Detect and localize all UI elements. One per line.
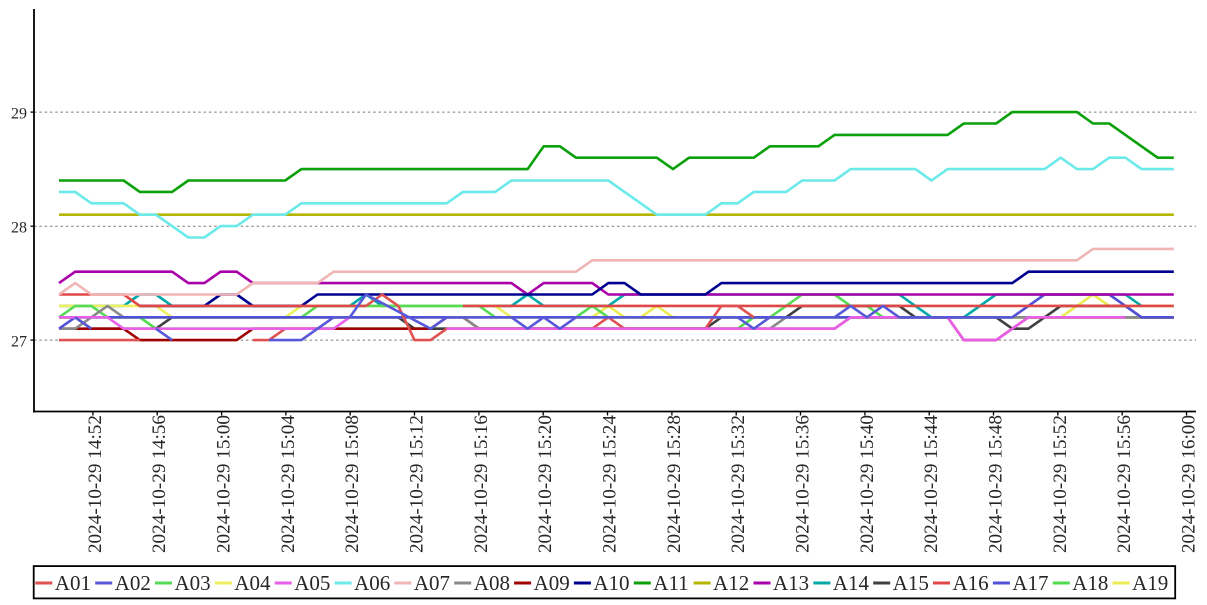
svg-text:2024-10-29 15:52: 2024-10-29 15:52 <box>1050 415 1071 553</box>
svg-text:2024-10-29 15:28: 2024-10-29 15:28 <box>664 415 685 553</box>
svg-text:A06: A06 <box>354 571 390 595</box>
svg-text:A09: A09 <box>534 571 570 595</box>
svg-text:A07: A07 <box>414 571 450 595</box>
svg-text:A16: A16 <box>953 571 989 595</box>
svg-text:A10: A10 <box>593 571 629 595</box>
svg-text:A14: A14 <box>833 571 870 595</box>
svg-text:2024-10-29 15:32: 2024-10-29 15:32 <box>728 415 749 553</box>
svg-text:A08: A08 <box>474 571 510 595</box>
svg-text:A02: A02 <box>115 571 151 595</box>
svg-text:2024-10-29 15:56: 2024-10-29 15:56 <box>1114 415 1135 553</box>
svg-text:A17: A17 <box>1012 571 1048 595</box>
svg-text:2024-10-29 15:44: 2024-10-29 15:44 <box>921 415 942 553</box>
svg-text:A04: A04 <box>234 571 271 595</box>
svg-text:2024-10-29 15:08: 2024-10-29 15:08 <box>342 415 363 553</box>
svg-text:A18: A18 <box>1072 571 1108 595</box>
svg-text:A01: A01 <box>55 571 91 595</box>
svg-text:2024-10-29 15:36: 2024-10-29 15:36 <box>793 415 814 553</box>
svg-text:A15: A15 <box>893 571 929 595</box>
svg-text:A11: A11 <box>653 571 688 595</box>
svg-text:2024-10-29 15:00: 2024-10-29 15:00 <box>214 415 235 553</box>
svg-text:2024-10-29 15:24: 2024-10-29 15:24 <box>600 415 621 553</box>
svg-text:A13: A13 <box>773 571 809 595</box>
svg-text:2024-10-29 15:12: 2024-10-29 15:12 <box>407 415 428 553</box>
svg-text:2024-10-29 15:04: 2024-10-29 15:04 <box>278 415 299 553</box>
svg-text:28: 28 <box>11 220 27 237</box>
svg-text:2024-10-29 15:20: 2024-10-29 15:20 <box>535 415 556 553</box>
svg-text:27: 27 <box>11 333 27 350</box>
svg-text:A19: A19 <box>1132 571 1168 595</box>
svg-text:2024-10-29 15:16: 2024-10-29 15:16 <box>471 415 492 553</box>
svg-text:29: 29 <box>11 105 27 122</box>
svg-text:2024-10-29 14:56: 2024-10-29 14:56 <box>149 415 170 553</box>
svg-text:2024-10-29 14:52: 2024-10-29 14:52 <box>85 415 106 553</box>
svg-text:2024-10-29 15:40: 2024-10-29 15:40 <box>857 415 878 553</box>
svg-text:A12: A12 <box>713 571 749 595</box>
svg-text:2024-10-29 16:00: 2024-10-29 16:00 <box>1179 415 1200 553</box>
svg-text:2024-10-29 15:48: 2024-10-29 15:48 <box>986 415 1007 553</box>
svg-text:A03: A03 <box>175 571 211 595</box>
svg-text:A05: A05 <box>294 571 330 595</box>
